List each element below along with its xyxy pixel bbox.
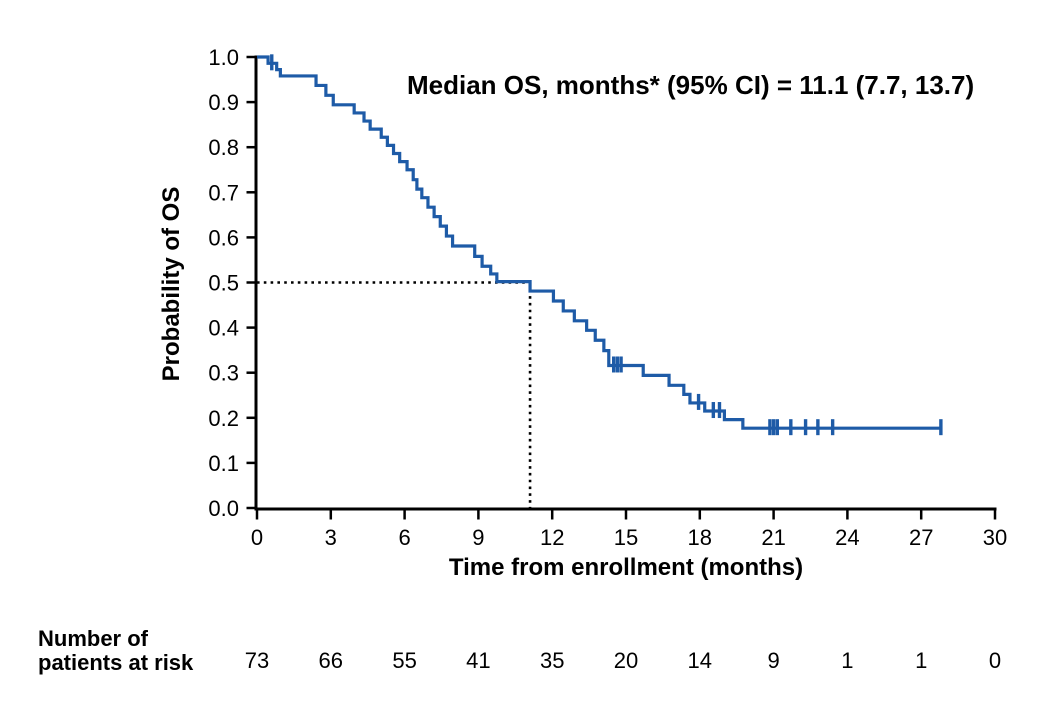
y-tick-label: 0.3 <box>208 361 239 386</box>
y-tick-label: 0.6 <box>208 225 239 250</box>
median-os-annotation: Median OS, months* (95% CI) = 11.1 (7.7,… <box>407 70 975 100</box>
x-tick-label: 27 <box>909 525 933 550</box>
risk-table-label-line2: patients at risk <box>38 650 194 675</box>
x-tick-label: 18 <box>688 525 712 550</box>
y-tick-label: 0.2 <box>208 406 239 431</box>
x-tick-label: 24 <box>835 525 859 550</box>
x-tick-label: 6 <box>398 525 410 550</box>
x-axis-title: Time from enrollment (months) <box>448 554 804 581</box>
y-tick-label: 0.5 <box>208 271 239 296</box>
y-axis-title: Probability of OS <box>158 186 185 382</box>
risk-count: 1 <box>915 648 927 673</box>
x-tick-label: 0 <box>251 525 263 550</box>
risk-count: 41 <box>466 648 490 673</box>
y-tick-label: 0.7 <box>208 180 239 205</box>
risk-count: 14 <box>688 648 712 673</box>
risk-count: 20 <box>614 648 638 673</box>
y-tick-label: 0.1 <box>208 451 239 476</box>
y-tick-label: 1.0 <box>208 45 239 70</box>
y-tick-label: 0.8 <box>208 135 239 160</box>
x-tick-label: 15 <box>614 525 638 550</box>
x-tick-label: 9 <box>472 525 484 550</box>
x-tick-label: 3 <box>325 525 337 550</box>
y-tick-label: 0.4 <box>208 316 239 341</box>
km-survival-curve <box>257 55 941 430</box>
x-tick-label: 21 <box>761 525 785 550</box>
risk-count: 73 <box>245 648 269 673</box>
y-tick-label: 0.0 <box>208 496 239 521</box>
risk-count: 66 <box>319 648 343 673</box>
risk-count: 0 <box>989 648 1001 673</box>
x-tick-label: 12 <box>540 525 564 550</box>
risk-count: 35 <box>540 648 564 673</box>
risk-table-label-line1: Number of <box>38 626 148 651</box>
risk-count: 55 <box>392 648 416 673</box>
risk-count: 1 <box>841 648 853 673</box>
y-tick-label: 0.9 <box>208 90 239 115</box>
x-tick-label: 30 <box>983 525 1007 550</box>
risk-count: 9 <box>767 648 779 673</box>
